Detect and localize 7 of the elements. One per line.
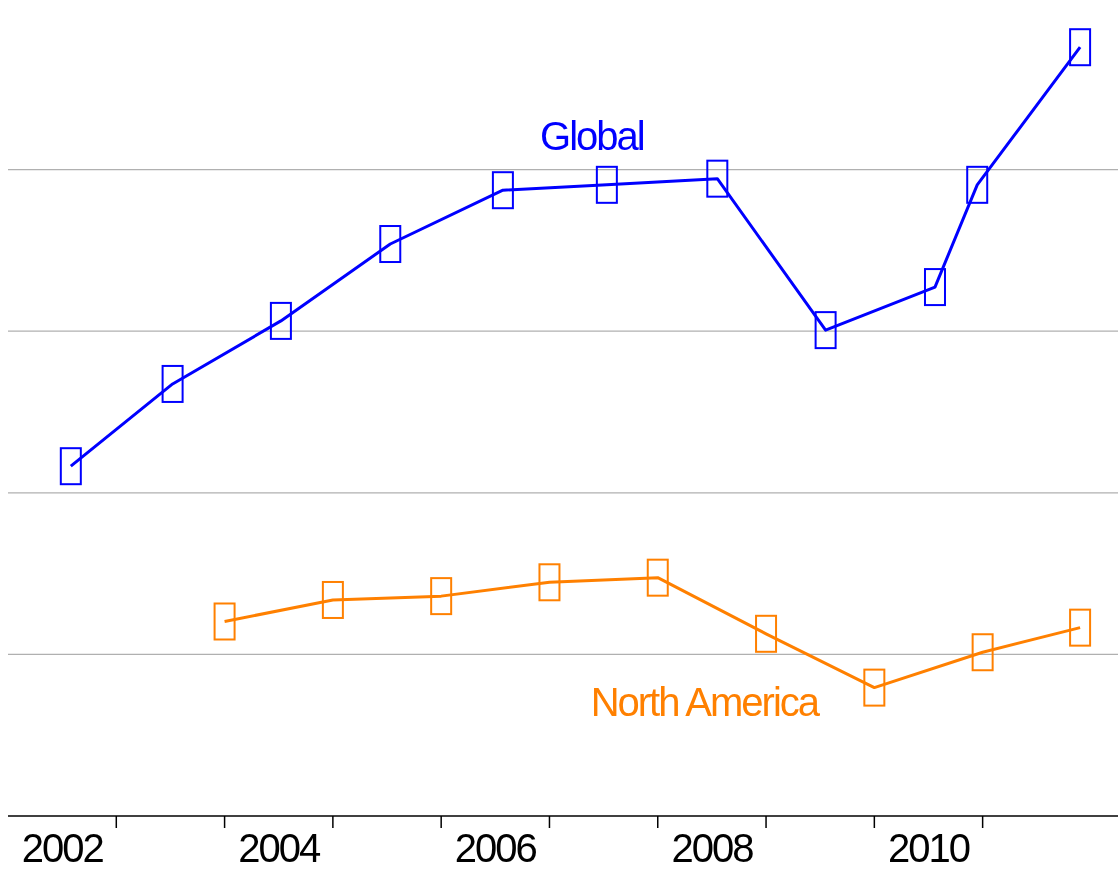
series-label: North America: [590, 679, 821, 724]
x-tick-label: 2008: [671, 826, 754, 870]
x-tick-label: 2004: [238, 826, 321, 870]
x-tick-label: 2006: [454, 826, 537, 870]
x-tick-label: 2002: [21, 826, 104, 870]
x-tick-label: 2010: [888, 826, 970, 870]
series-label: Global: [540, 113, 644, 158]
